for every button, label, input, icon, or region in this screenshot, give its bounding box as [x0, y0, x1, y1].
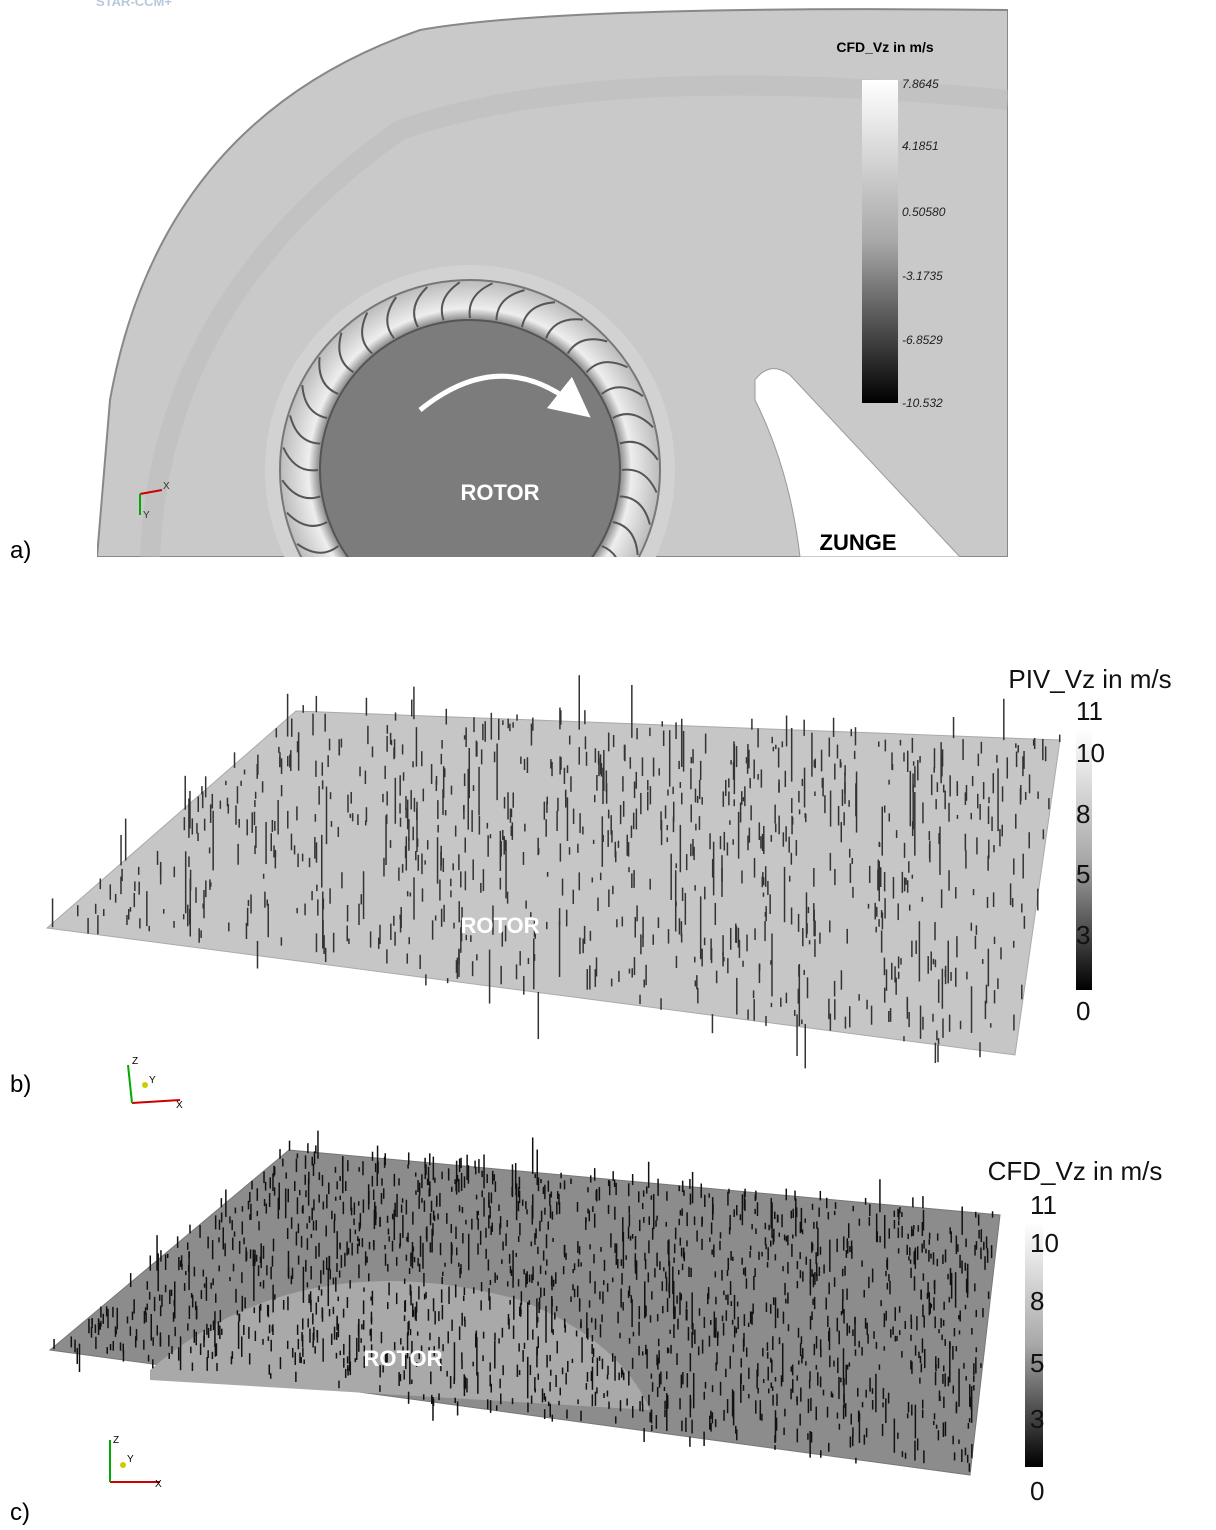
colorbar-tick-label: -6.8529 [902, 333, 943, 347]
watermark: STAR-CCM+ [96, 0, 172, 9]
legend-title: CFD_Vz in m/s [836, 39, 933, 55]
colorbar-tick-label: 0.50580 [902, 205, 946, 219]
axis-x: X [155, 1479, 162, 1490]
panel-label: b) [10, 1071, 31, 1098]
colorbar-tick-label: 10 [1076, 738, 1105, 768]
blade [447, 622, 470, 657]
colorbar-tick-label: 0 [1076, 996, 1090, 1026]
colorbar-tick-label: 10 [1030, 1228, 1059, 1258]
axis-x: X [176, 1100, 183, 1111]
colorbar-tick-label: 8 [1076, 799, 1090, 829]
blade [357, 602, 394, 621]
blade [385, 613, 418, 638]
rotor-label: ROTOR [460, 480, 539, 505]
colorbar-tick-label: 7.8645 [902, 77, 939, 91]
colorbar-tick-label: 3 [1076, 920, 1090, 950]
colorbar-tick-label: 5 [1076, 859, 1090, 889]
axis-z: Z [132, 1056, 138, 1067]
axis-z: Z [113, 1435, 119, 1446]
rotor-label: ROTOR [460, 913, 539, 938]
blade [586, 568, 600, 608]
rotor-label: ROTOR [363, 1346, 442, 1371]
tongue-label: ZUNGE [820, 530, 897, 555]
colorbar-tick-label: 11 [1030, 1190, 1057, 1220]
colorbar-tick-label: 8 [1030, 1286, 1044, 1316]
axis-y: Y [143, 510, 150, 521]
axis-y: Y [149, 1075, 156, 1086]
colorbar-tick-label: 4.1851 [902, 139, 939, 153]
figure: STAR-CCM+ a) CFD_Vz in m/s 7.8645 4.1851 0… [0, 0, 1216, 1530]
panel-label: c) [10, 1499, 30, 1526]
blade [544, 602, 553, 643]
blade [415, 620, 443, 650]
blade [568, 586, 578, 627]
colorbar-tick-label: 3 [1030, 1404, 1044, 1434]
axis-x: X [163, 481, 170, 492]
colorbar [862, 80, 898, 403]
blade [480, 620, 498, 658]
axis-triad: Z Y X [128, 1056, 183, 1111]
colorbar-tick-label: -10.532 [902, 396, 943, 410]
legend-title: PIV_Vz in m/s [1008, 664, 1171, 694]
legend-title: CFD_Vz in m/s [988, 1156, 1163, 1186]
blade [313, 568, 354, 578]
blade [333, 586, 373, 600]
axis-triad: Z Y X [110, 1435, 162, 1490]
axis-y: Y [127, 1454, 134, 1465]
panel-label: a) [10, 537, 31, 564]
blade [513, 613, 526, 653]
colorbar-tick-label: 0 [1030, 1476, 1044, 1506]
colorbar-tick-label: -3.1735 [902, 269, 943, 283]
colorbar-tick-label: 11 [1076, 696, 1103, 726]
colorbar-tick-label: 5 [1030, 1348, 1044, 1378]
